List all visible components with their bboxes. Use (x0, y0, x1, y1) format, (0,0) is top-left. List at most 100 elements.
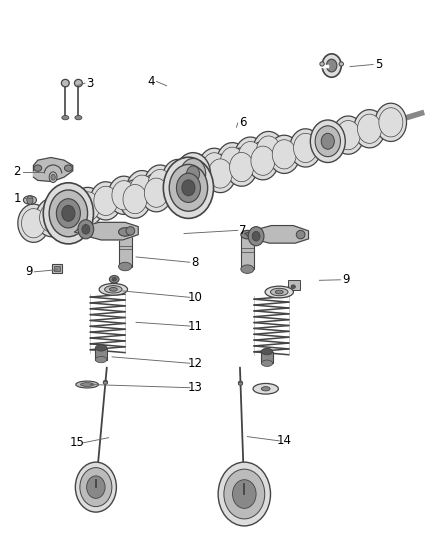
Ellipse shape (261, 349, 273, 355)
Text: 14: 14 (277, 434, 292, 447)
Ellipse shape (103, 380, 108, 383)
Ellipse shape (72, 187, 103, 225)
Ellipse shape (208, 159, 232, 188)
Ellipse shape (81, 383, 94, 386)
Ellipse shape (103, 381, 108, 384)
Ellipse shape (265, 286, 293, 298)
Ellipse shape (205, 155, 236, 192)
Ellipse shape (112, 277, 117, 281)
Ellipse shape (169, 165, 208, 211)
Ellipse shape (119, 228, 132, 236)
Ellipse shape (183, 161, 215, 199)
Circle shape (82, 224, 90, 234)
Ellipse shape (296, 230, 305, 239)
Ellipse shape (354, 110, 385, 148)
Ellipse shape (110, 287, 117, 291)
Ellipse shape (95, 345, 107, 351)
Ellipse shape (379, 108, 403, 137)
Bar (95, 348, 107, 360)
Text: 10: 10 (187, 291, 202, 304)
Text: 13: 13 (187, 381, 202, 394)
Text: 9: 9 (342, 273, 350, 286)
Bar (241, 235, 254, 269)
Polygon shape (33, 158, 73, 181)
Ellipse shape (272, 140, 296, 169)
Ellipse shape (332, 116, 364, 154)
Ellipse shape (90, 182, 122, 220)
Ellipse shape (76, 192, 100, 221)
Ellipse shape (126, 227, 135, 235)
Circle shape (218, 462, 271, 526)
Ellipse shape (288, 283, 298, 290)
Circle shape (326, 59, 337, 72)
Ellipse shape (217, 143, 248, 181)
Text: 8: 8 (191, 256, 199, 269)
Ellipse shape (253, 132, 284, 169)
Ellipse shape (357, 114, 381, 143)
Ellipse shape (311, 120, 345, 163)
Circle shape (248, 227, 264, 246)
Ellipse shape (261, 360, 273, 367)
Ellipse shape (182, 180, 195, 196)
Ellipse shape (315, 126, 340, 157)
Ellipse shape (123, 184, 147, 214)
Ellipse shape (187, 166, 200, 182)
Ellipse shape (291, 285, 295, 288)
Bar (54, 266, 60, 271)
Circle shape (252, 231, 260, 241)
Polygon shape (75, 222, 138, 240)
Ellipse shape (321, 133, 334, 149)
Ellipse shape (95, 357, 107, 363)
Polygon shape (245, 225, 308, 243)
Ellipse shape (235, 137, 266, 175)
Ellipse shape (247, 142, 279, 180)
Text: 6: 6 (239, 117, 247, 130)
Text: 4: 4 (148, 75, 155, 88)
Ellipse shape (202, 153, 226, 182)
Ellipse shape (126, 171, 158, 209)
Ellipse shape (94, 186, 118, 215)
Ellipse shape (238, 381, 243, 384)
Ellipse shape (187, 165, 211, 195)
Ellipse shape (21, 208, 46, 238)
Text: 15: 15 (70, 437, 85, 449)
Ellipse shape (238, 142, 262, 171)
Ellipse shape (18, 204, 49, 243)
Text: 12: 12 (187, 357, 202, 370)
Circle shape (75, 462, 117, 512)
Ellipse shape (184, 158, 208, 188)
Ellipse shape (166, 172, 190, 201)
Text: 7: 7 (239, 224, 247, 237)
Ellipse shape (198, 148, 230, 187)
Ellipse shape (58, 197, 81, 227)
Bar (261, 352, 273, 364)
Ellipse shape (166, 164, 190, 193)
Ellipse shape (144, 178, 168, 207)
Ellipse shape (226, 148, 257, 186)
Ellipse shape (105, 286, 122, 293)
Ellipse shape (336, 120, 360, 150)
Ellipse shape (145, 165, 176, 203)
Ellipse shape (162, 159, 194, 198)
Ellipse shape (268, 135, 300, 173)
Ellipse shape (241, 265, 254, 273)
Ellipse shape (34, 165, 42, 171)
Ellipse shape (61, 79, 69, 87)
Ellipse shape (375, 103, 406, 141)
Circle shape (78, 220, 94, 239)
Circle shape (80, 467, 112, 506)
Ellipse shape (257, 136, 280, 165)
Ellipse shape (177, 173, 201, 203)
Ellipse shape (162, 167, 193, 205)
Ellipse shape (315, 127, 339, 156)
Ellipse shape (238, 382, 243, 385)
Ellipse shape (220, 147, 244, 176)
Ellipse shape (75, 116, 82, 120)
Ellipse shape (271, 288, 288, 296)
Ellipse shape (54, 193, 85, 231)
Ellipse shape (62, 116, 69, 120)
Ellipse shape (339, 62, 343, 66)
Text: 11: 11 (187, 320, 202, 333)
Ellipse shape (148, 169, 172, 199)
Text: 5: 5 (374, 58, 382, 71)
